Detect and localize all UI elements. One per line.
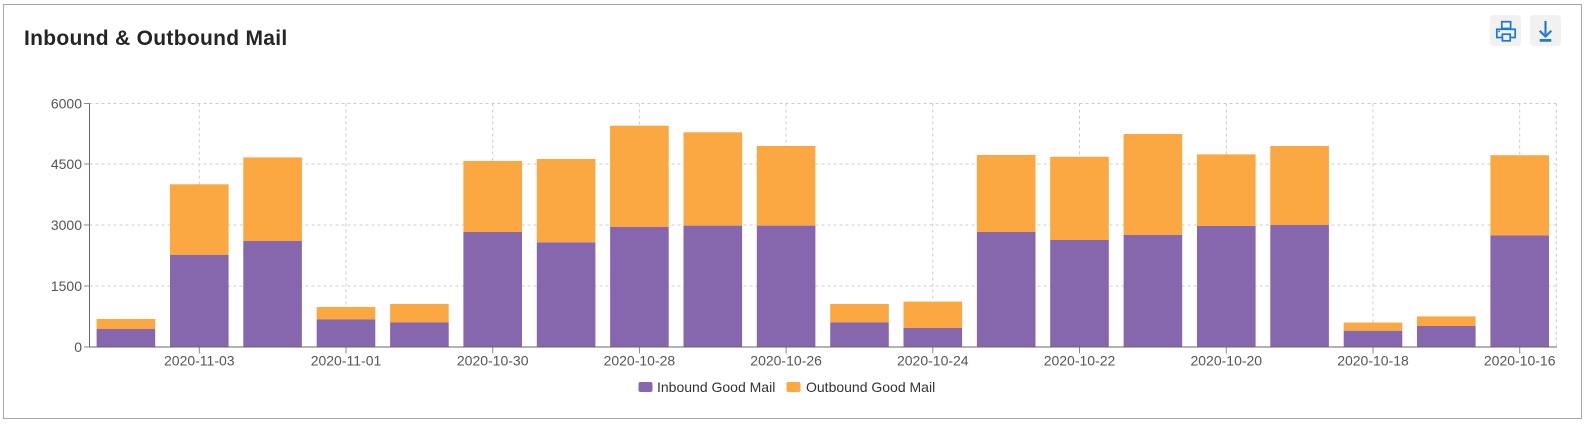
svg-text:2020-11-03: 2020-11-03 xyxy=(164,353,235,369)
svg-text:3000: 3000 xyxy=(51,217,82,233)
svg-text:Outbound Good Mail: Outbound Good Mail xyxy=(806,379,935,395)
svg-text:0: 0 xyxy=(74,339,82,355)
svg-text:2020-10-26: 2020-10-26 xyxy=(750,353,822,369)
svg-text:2020-10-30: 2020-10-30 xyxy=(457,353,529,369)
svg-text:2020-10-16: 2020-10-16 xyxy=(1484,353,1556,369)
svg-text:4500: 4500 xyxy=(51,156,82,172)
svg-text:2020-10-28: 2020-10-28 xyxy=(604,353,676,369)
svg-text:2020-10-18: 2020-10-18 xyxy=(1337,353,1409,369)
svg-text:1500: 1500 xyxy=(51,278,82,294)
svg-text:2020-10-20: 2020-10-20 xyxy=(1190,353,1262,369)
svg-text:Inbound Good Mail: Inbound Good Mail xyxy=(657,379,775,395)
svg-text:2020-10-22: 2020-10-22 xyxy=(1044,353,1116,369)
svg-text:6000: 6000 xyxy=(51,96,82,112)
svg-text:2020-10-24: 2020-10-24 xyxy=(897,353,969,369)
svg-text:2020-11-01: 2020-11-01 xyxy=(311,353,382,369)
